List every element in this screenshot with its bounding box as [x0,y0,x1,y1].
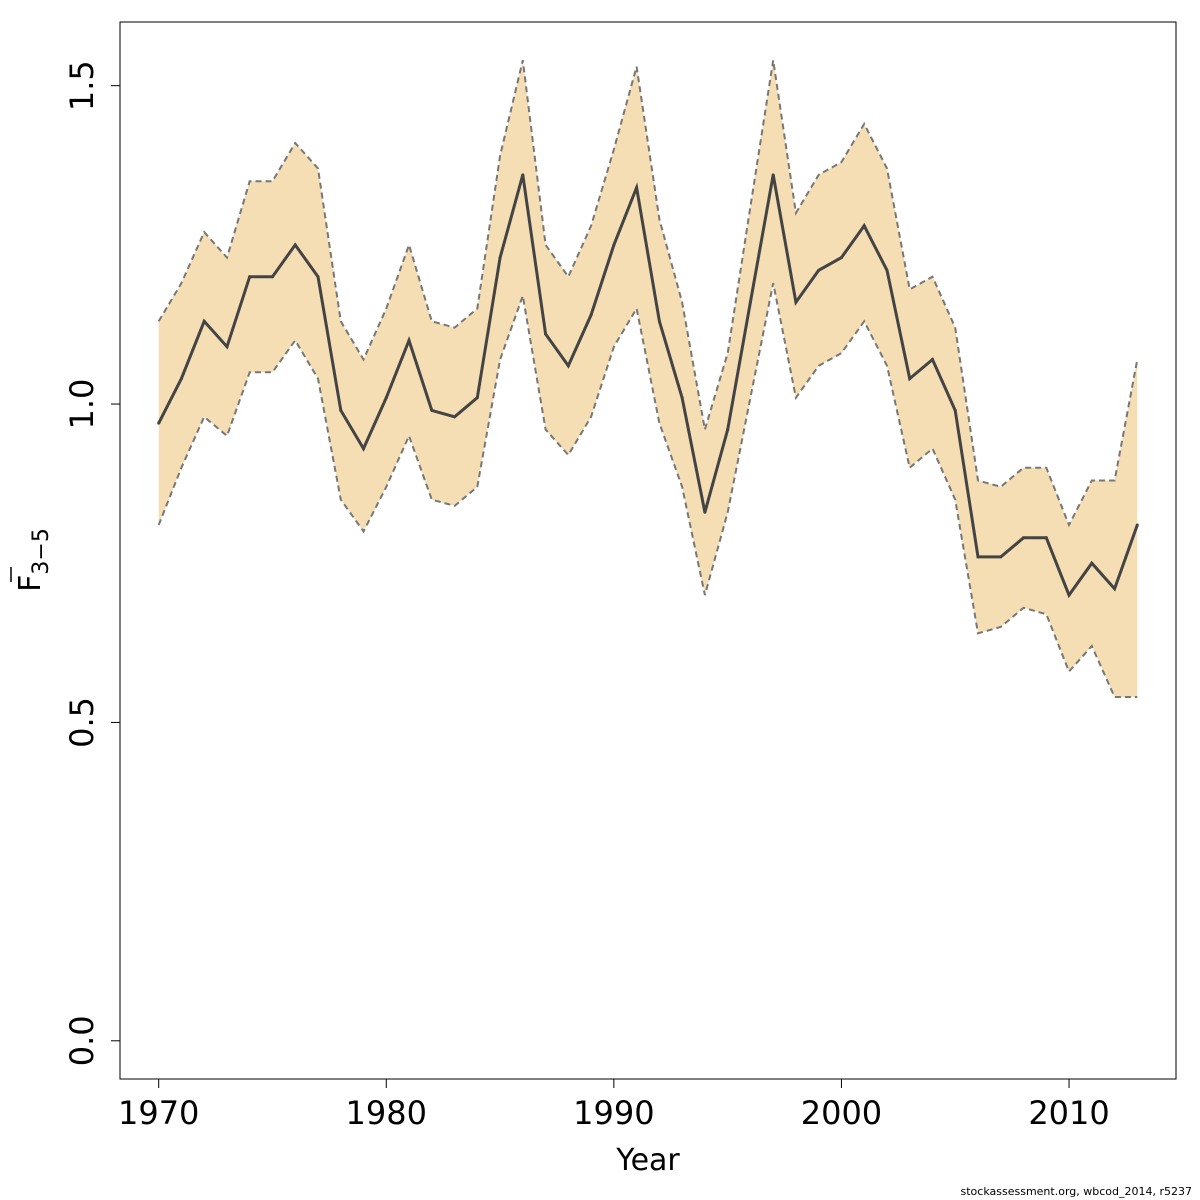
estimate-point-1993 [680,396,684,400]
estimate-point-1983 [453,415,457,419]
estimate-point-2001 [862,224,866,228]
estimate-point-2002 [885,268,889,272]
estimate-point-1970 [157,421,161,425]
estimate-point-1999 [817,268,821,272]
estimate-point-1973 [225,345,229,349]
estimate-point-1980 [384,396,388,400]
y-tick-label-0.0: 0.0 [63,1015,101,1066]
x-axis-title: Year [615,1143,680,1178]
estimate-point-1985 [498,256,502,260]
x-tick-label-1990: 1990 [573,1094,654,1132]
estimate-point-1984 [475,396,479,400]
x-tick-label-2000: 2000 [801,1094,882,1132]
y-axis: 0.0 0.5 1.0 1.5 [63,60,121,1066]
estimate-point-2008 [1022,536,1026,540]
x-tick-label-1980: 1980 [346,1094,427,1132]
y-axis-title-subscript: 3−5 [29,528,54,574]
estimate-point-1992 [657,319,661,323]
source-footer: stockassessment.org, wbcod_2014, r5237 [960,1185,1192,1198]
estimate-point-2000 [839,256,843,260]
estimate-point-2004 [930,357,934,361]
estimate-point-2010 [1067,593,1071,597]
estimate-point-1990 [612,243,616,247]
estimate-line [157,174,1139,599]
estimate-point-1987 [544,332,548,336]
estimate-point-1972 [202,319,206,323]
estimate-point-1996 [748,300,752,304]
y-tick-label-1.5: 1.5 [63,60,101,111]
y-axis-title-main: F [13,575,48,592]
estimate-point-2006 [976,555,980,559]
estimate-point-1988 [566,364,570,368]
estimate-point-1995 [726,428,730,432]
x-tick-label-1970: 1970 [118,1094,199,1132]
estimate-point-2012 [1113,587,1117,591]
x-axis: 1970 1980 1990 2000 2010 [118,1078,1110,1132]
estimate-point-2005 [953,408,957,412]
estimate-point-1982 [430,408,434,412]
estimate-point-1975 [270,275,274,279]
estimate-point-2007 [999,555,1003,559]
estimate-point-1998 [794,300,798,304]
estimate-point-2003 [908,377,912,381]
estimate-point-1976 [293,243,297,247]
y-tick-label-0.5: 0.5 [63,697,101,748]
estimate-point-2013 [1135,523,1139,527]
upper-bound-line [157,59,1139,528]
estimate-point-2009 [1044,536,1048,540]
estimate-point-1977 [316,275,320,279]
estimate-point-1979 [362,447,366,451]
estimate-points [157,173,1139,597]
estimate-point-1991 [635,186,639,190]
estimate-point-1989 [589,313,593,317]
y-axis-title: F3−5 [13,528,54,592]
confidence-band [158,60,1138,697]
x-tick-label-2010: 2010 [1028,1094,1109,1132]
estimate-point-2011 [1090,561,1094,565]
estimate-point-1997 [771,173,775,177]
estimate-point-1978 [339,408,343,412]
lower-bound-line [157,282,1138,698]
estimate-point-1971 [179,377,183,381]
estimate-point-1994 [703,510,707,514]
estimate-point-1981 [407,338,411,342]
estimate-point-1974 [248,275,252,279]
estimate-point-1986 [521,173,525,177]
y-tick-label-1.0: 1.0 [63,379,101,430]
